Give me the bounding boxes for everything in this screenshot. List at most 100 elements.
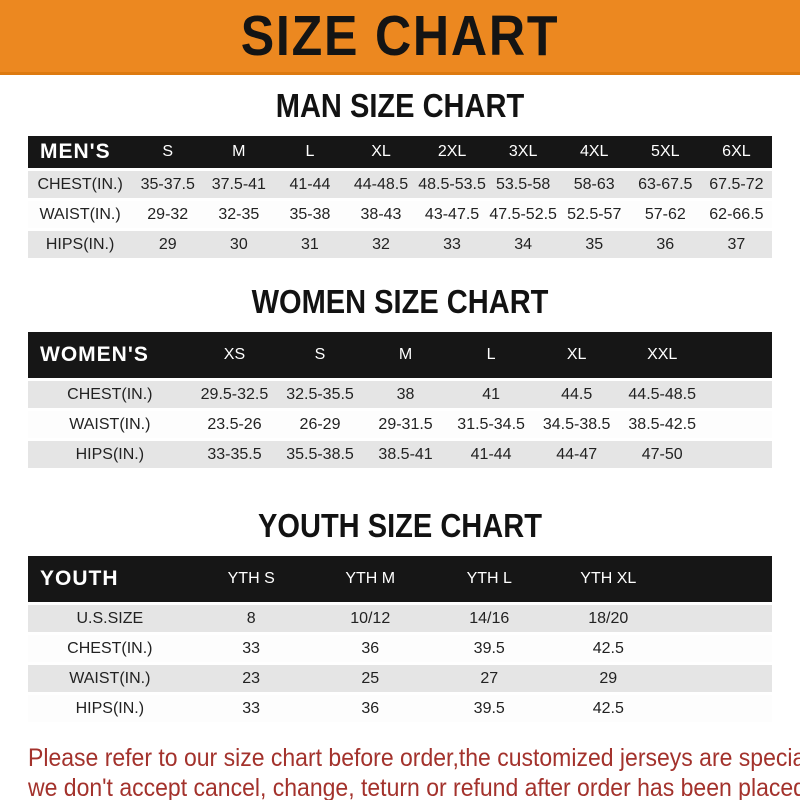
men-section-title: MAN SIZE CHART [275,87,525,124]
men-column-header-6: 4XL [558,136,630,168]
women-size-value-1-5: 38.5-42.5 [619,411,705,438]
youth-header-row: YOUTH YTH S YTH M YTH L YTH XL [28,556,772,602]
women-size-value-2-0: 33-35.5 [191,441,278,468]
men-row-label: CHEST(IN.) [28,171,133,198]
youth-corner-label: YOUTH [28,556,192,602]
youth-size-table-wrap: YOUTH YTH S YTH M YTH L YTH XL U.S.SIZE 8 10/12… [0,553,800,725]
women-size-value-2-1: 35.5-38.5 [277,441,363,468]
youth-size-value-1-3: 42.5 [548,635,668,662]
women-size-value-1-0: 23.5-26 [191,411,278,438]
youth-size-value-1-0: 33 [191,635,311,662]
youth-size-value-0-0: 8 [191,605,311,632]
women-size-value-1-3: 31.5-34.5 [448,411,534,438]
women-row-label: WAIST(IN.) [28,411,192,438]
women-column-header-5: XXL [619,332,705,378]
youth-size-value-1-1: 36 [310,635,430,662]
youth-size-value-0-2: 14/16 [429,605,549,632]
women-size-value-0-1: 32.5-35.5 [277,381,363,408]
men-size-value-1-5: 47.5-52.5 [487,201,559,228]
men-header-row: MEN'S S M L XL 2XL 3XL 4XL 5XL 6XL [28,136,772,168]
men-size-value-1-3: 38-43 [345,201,417,228]
men-column-header-7: 5XL [629,136,701,168]
men-size-value-0-3: 44-48.5 [345,171,417,198]
men-row-hipsin: HIPS(IN.) 29 30 31 32 33 34 35 36 37 [28,231,772,258]
women-row-waistin: WAIST(IN.) 23.5-26 26-29 29-31.5 31.5-34.5 34… [28,411,772,438]
women-size-table-wrap: WOMEN'S XS S M L XL XXL CHEST(IN.) 29.5-32.5 32.5… [0,329,800,471]
size-chart-body: MAN SIZE CHART MEN'S S M L XL 2XL 3XL 4XL 5XL 6XL… [0,87,800,800]
youth-size-value-3-0: 33 [191,695,311,722]
women-size-value-1-1: 26-29 [277,411,363,438]
women-size-value-2-3: 41-44 [448,441,534,468]
women-size-value-2-5: 47-50 [619,441,705,468]
youth-size-value-3-1: 36 [310,695,430,722]
women-header-row: WOMEN'S XS S M L XL XXL [28,332,772,378]
men-size-value-2-5: 34 [487,231,559,258]
youth-column-header-0: YTH S [191,556,311,602]
youth-size-value-2-1: 25 [310,665,430,692]
youth-row-label: CHEST(IN.) [28,635,192,662]
women-column-header-4: XL [533,332,620,378]
women-section-title: WOMEN SIZE CHART [251,283,549,320]
men-column-header-8: 6XL [700,136,772,168]
women-row-spacer [704,381,772,408]
youth-column-header-3: YTH XL [548,556,668,602]
youth-row-chestin: CHEST(IN.) 33 36 39.5 42.5 [28,635,772,662]
men-row-label: WAIST(IN.) [28,201,133,228]
women-corner-label: WOMEN'S [28,332,192,378]
youth-size-table: YOUTH YTH S YTH M YTH L YTH XL U.S.SIZE 8 10/12… [28,553,772,725]
youth-row-label: WAIST(IN.) [28,665,192,692]
men-size-value-2-1: 30 [203,231,275,258]
men-column-header-2: L [274,136,346,168]
youth-size-value-2-3: 29 [548,665,668,692]
youth-size-value-2-2: 27 [429,665,549,692]
women-row-hipsin: HIPS(IN.) 33-35.5 35.5-38.5 38.5-41 41-44 44-… [28,441,772,468]
men-row-chestin: CHEST(IN.) 35-37.5 37.5-41 41-44 44-48.5 48.5… [28,171,772,198]
disclaimer-note: Please refer to our size chart before or… [0,743,800,800]
disclaimer-line-2: we don't accept cancel, change, teturn o… [28,774,800,800]
men-size-section: MAN SIZE CHART MEN'S S M L XL 2XL 3XL 4XL 5XL 6XL… [0,87,800,261]
women-size-value-1-2: 29-31.5 [362,411,449,438]
men-size-value-0-7: 63-67.5 [629,171,701,198]
men-size-value-2-2: 31 [274,231,346,258]
women-size-value-0-4: 44.5 [533,381,620,408]
disclaimer-line-1: Please refer to our size chart before or… [28,744,800,772]
youth-size-value-0-3: 18/20 [548,605,668,632]
men-size-value-0-4: 48.5-53.5 [416,171,488,198]
size-chart-banner: SIZE CHART [0,0,800,75]
men-size-table-wrap: MEN'S S M L XL 2XL 3XL 4XL 5XL 6XL CHEST(IN.) 35-37… [0,133,800,261]
men-column-header-4: 2XL [416,136,488,168]
youth-row-label: U.S.SIZE [28,605,192,632]
women-row-label: CHEST(IN.) [28,381,192,408]
men-column-header-3: XL [345,136,417,168]
women-size-value-0-2: 38 [362,381,449,408]
women-column-header-3: L [448,332,534,378]
women-header-spacer [704,332,772,378]
youth-row-spacer [667,695,772,722]
men-size-value-2-4: 33 [416,231,488,258]
women-size-value-0-3: 41 [448,381,534,408]
women-size-table: WOMEN'S XS S M L XL XXL CHEST(IN.) 29.5-32.5 32.5… [28,329,772,471]
youth-size-value-3-2: 39.5 [429,695,549,722]
banner-title: SIZE CHART [240,4,560,68]
men-row-waistin: WAIST(IN.) 29-32 32-35 35-38 38-43 43-47.5 47.… [28,201,772,228]
youth-section-title: YOUTH SIZE CHART [258,507,542,544]
women-size-value-0-0: 29.5-32.5 [191,381,278,408]
men-column-header-0: S [132,136,204,168]
men-size-value-1-0: 29-32 [132,201,204,228]
men-size-table: MEN'S S M L XL 2XL 3XL 4XL 5XL 6XL CHEST(IN.) 35-37… [28,133,772,261]
youth-row-hipsin: HIPS(IN.) 33 36 39.5 42.5 [28,695,772,722]
women-row-spacer [704,411,772,438]
youth-row-ussize: U.S.SIZE 8 10/12 14/16 18/20 [28,605,772,632]
men-size-value-0-8: 67.5-72 [700,171,772,198]
men-size-value-2-3: 32 [345,231,417,258]
men-size-value-2-8: 37 [700,231,772,258]
youth-size-value-3-3: 42.5 [548,695,668,722]
women-row-spacer [704,441,772,468]
men-column-header-1: M [203,136,275,168]
men-size-value-1-6: 52.5-57 [558,201,630,228]
youth-size-value-2-0: 23 [191,665,311,692]
youth-column-header-2: YTH L [429,556,549,602]
women-size-value-2-2: 38.5-41 [362,441,449,468]
women-size-value-1-4: 34.5-38.5 [533,411,620,438]
women-row-label: HIPS(IN.) [28,441,192,468]
